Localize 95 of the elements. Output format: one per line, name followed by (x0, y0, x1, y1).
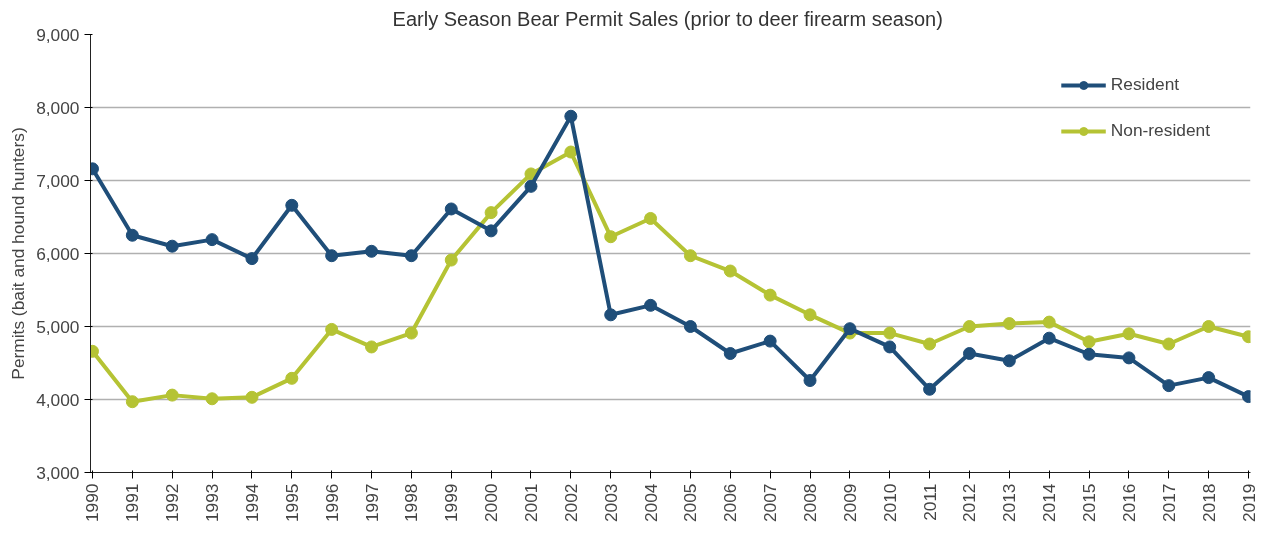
point (1042, 331, 1056, 345)
x-tick-label: 1995 (281, 483, 302, 523)
x-tick-label: 1992 (162, 483, 183, 523)
y-tick-label: 8,000 (36, 97, 80, 118)
point (125, 395, 139, 409)
point (883, 326, 897, 340)
x-tick-label: 2018 (1198, 483, 1219, 523)
legend-label: Resident (1110, 74, 1180, 95)
point (763, 288, 777, 302)
point (444, 202, 458, 216)
point (644, 298, 658, 312)
x-tick-label: 2009 (839, 483, 860, 523)
x-tick-label: 2007 (760, 483, 781, 523)
y-tick-label: 9,000 (36, 24, 80, 45)
y-tick-label: 3,000 (36, 462, 80, 483)
point (245, 252, 259, 266)
x-tick-label: 1999 (441, 483, 462, 523)
x-tick-label: 2016 (1118, 483, 1139, 523)
x-tick-label: 2012 (959, 483, 980, 523)
x-tick-label: 2014 (1039, 483, 1060, 523)
x-tick-label: 2019 (1238, 483, 1259, 523)
x-tick-label: 2005 (680, 483, 701, 523)
point (285, 371, 299, 385)
y-tick-label: 7,000 (36, 170, 80, 191)
point (564, 145, 578, 159)
point (484, 224, 498, 238)
point (325, 322, 339, 336)
point (723, 264, 737, 278)
point (1082, 335, 1096, 349)
point (763, 334, 777, 348)
x-tick-label: 1994 (241, 483, 262, 523)
chart-title: Early Season Bear Permit Sales (prior to deer firearm season) (392, 7, 943, 30)
point (285, 198, 299, 212)
point (1162, 337, 1176, 351)
point (604, 230, 618, 244)
point (1162, 379, 1176, 393)
x-tick-label: 2017 (1158, 483, 1179, 523)
point (1202, 371, 1216, 385)
x-tick-label: 2008 (800, 483, 821, 523)
point (404, 326, 418, 340)
point (564, 109, 578, 123)
x-tick-label: 1993 (202, 483, 223, 523)
point (205, 233, 219, 247)
x-tick-label: 1996 (321, 483, 342, 523)
point (923, 382, 937, 396)
point (1122, 327, 1136, 341)
point (165, 388, 179, 402)
point (325, 249, 339, 263)
point (1002, 354, 1016, 368)
x-tick-label: 2006 (720, 483, 741, 523)
point (604, 308, 618, 322)
x-tick-label: 2002 (560, 483, 581, 523)
point (803, 308, 817, 322)
point (245, 390, 259, 404)
x-tick-label: 2003 (600, 483, 621, 523)
point (683, 249, 697, 263)
point (1002, 317, 1016, 331)
x-tick-label: 2011 (919, 483, 940, 521)
point (843, 322, 857, 336)
point (1122, 351, 1136, 365)
point (1042, 315, 1056, 329)
point (962, 347, 976, 360)
point (883, 340, 897, 354)
x-tick-label: 2010 (879, 483, 900, 523)
point (365, 244, 379, 258)
point (803, 374, 817, 388)
y-axis-title: Permits (bait and hound hunters) (8, 127, 29, 380)
point (444, 253, 458, 267)
legend-label: Non-resident (1110, 120, 1210, 141)
x-tick-label: 2013 (999, 483, 1020, 523)
point (484, 206, 498, 220)
point (365, 340, 379, 354)
point (683, 320, 697, 333)
point (1082, 347, 1096, 361)
y-tick-label: 6,000 (36, 243, 80, 264)
x-tick-label: 1990 (82, 483, 103, 523)
point (524, 179, 538, 193)
x-tick-label: 2015 (1079, 483, 1100, 523)
point (962, 320, 976, 333)
point (923, 337, 937, 351)
x-tick-label: 2000 (481, 483, 502, 523)
x-tick-label: 2001 (520, 483, 541, 523)
x-tick-label: 2004 (640, 483, 661, 523)
point (1202, 320, 1216, 333)
point (644, 211, 658, 225)
x-tick-label: 1998 (401, 483, 422, 523)
point (205, 392, 219, 406)
point (723, 347, 737, 360)
point (125, 228, 139, 242)
y-tick-label: 5,000 (36, 316, 80, 337)
y-tick-label: 4,000 (36, 389, 80, 410)
x-tick-label: 1997 (361, 483, 382, 523)
x-tick-label: 1991 (122, 483, 143, 523)
point (404, 249, 418, 263)
point (165, 239, 179, 253)
